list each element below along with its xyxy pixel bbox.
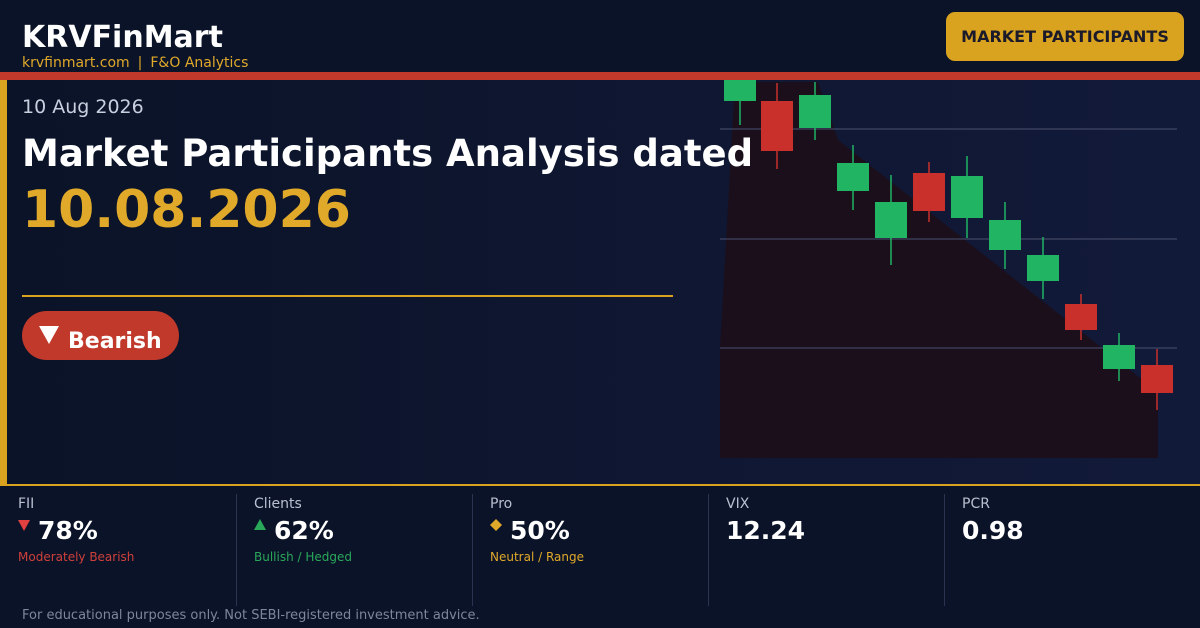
headline: Market Participants Analysis dated (22, 132, 754, 175)
site: krvfinmart.com (22, 55, 130, 71)
divider (0, 72, 1200, 80)
badge: Bearish (22, 311, 179, 360)
stat-label: VIX (726, 496, 750, 512)
stat-note: Neutral / Range (490, 550, 584, 564)
badge-text: Bearish (68, 329, 162, 354)
stat-value: 78% (38, 516, 98, 545)
button[interactable]: MARKET PARTICIPANTS (946, 12, 1184, 61)
up-icon (254, 519, 266, 530)
date: 10 Aug 2026 (22, 96, 144, 118)
down-icon (39, 326, 59, 344)
big-date: 10.08.2026 (22, 180, 351, 240)
stat-note: Moderately Bearish (18, 550, 135, 564)
stat-label: Clients (254, 496, 302, 512)
disclaimer: For educational purposes only. Not SEBI-… (22, 608, 480, 623)
stat-value: 62% (274, 516, 334, 545)
neutral-icon (490, 519, 502, 531)
stat: Clients 62% Bullish / Hedged (236, 494, 473, 606)
brand: KRVFinMart (22, 20, 223, 55)
stat: FII 78% Moderately Bearish (0, 494, 237, 606)
stat-value: 12.24 (726, 516, 806, 545)
stat-label: Pro (490, 496, 513, 512)
stat-label: PCR (962, 496, 990, 512)
stat-value: 50% (510, 516, 570, 545)
down-icon (18, 520, 30, 531)
separator: | (137, 55, 143, 71)
rule (22, 295, 673, 297)
stat-value: 0.98 (962, 516, 1024, 545)
stat-label: FII (18, 496, 35, 512)
stat-note: Bullish / Hedged (254, 550, 353, 564)
tagline: F&O Analytics (150, 55, 249, 71)
subtitle: krvfinmart.com | F&O Analytics (22, 55, 256, 71)
stat: VIX 12.24 (708, 494, 945, 606)
stat: PCR 0.98 (944, 494, 1180, 606)
stat: Pro 50% Neutral / Range (472, 494, 709, 606)
candles-decor (720, 80, 1177, 458)
